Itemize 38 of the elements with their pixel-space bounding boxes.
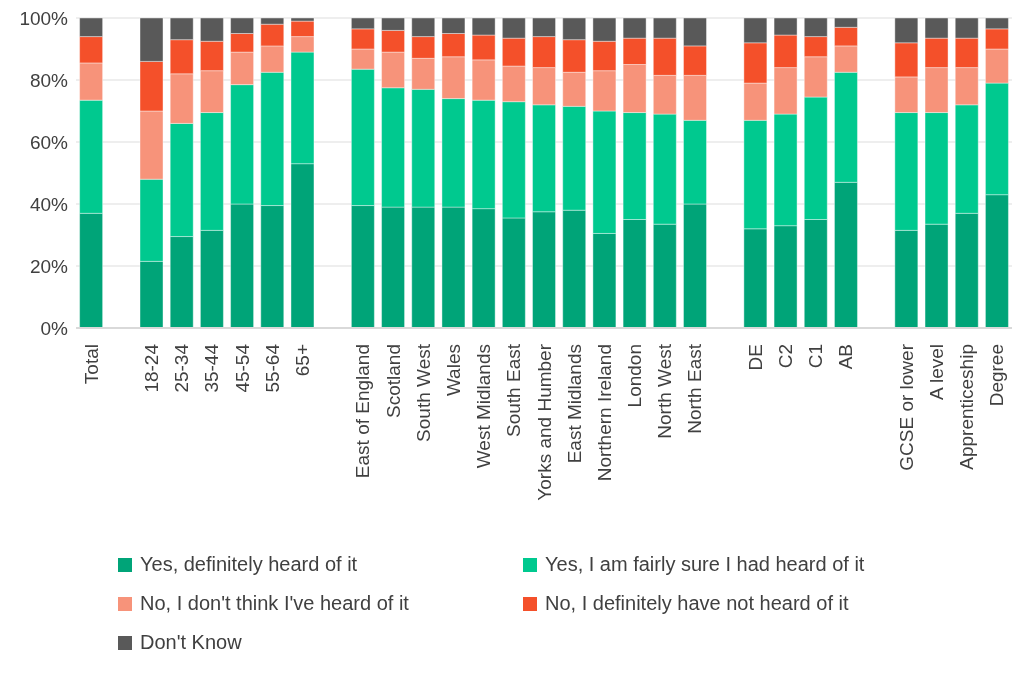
x-tick-label: East of England [352,344,374,479]
x-tick-label: C1 [805,344,827,369]
x-tick-label: DE [744,344,766,371]
x-tick-label: Northern Ireland [593,344,615,482]
x-tick-label: East Midlands [563,344,585,464]
y-tick-label: 40% [29,193,69,215]
y-tick-label: 0% [40,317,69,339]
x-tick-label: 65+ [291,344,313,377]
x-tick-label: C2 [775,344,797,369]
x-tick-label: 55-64 [261,343,283,393]
x-tick-label: North East [684,343,706,434]
x-tick-label: West Midlands [473,344,495,469]
x-tick-label: South West [412,343,434,442]
x-tick-label: Yorks and Humber [533,343,555,501]
x-tick-label: A level [926,344,948,400]
legend-label: No, I don't think I've heard of it [140,592,409,615]
x-tick-label: South East [503,343,525,437]
legend-label: No, I definitely have not heard of it [545,592,849,615]
x-tick-label: Scotland [382,344,404,418]
x-tick-label: London [624,344,646,408]
x-tick-label: North West [654,343,676,439]
x-tick-label: Total [80,344,102,385]
x-tick-label: 18-24 [140,343,162,393]
x-tick-label: 45-54 [231,343,253,393]
legend-label: Yes, definitely heard of it [140,553,358,576]
x-tick-label: 25-34 [171,343,193,393]
y-tick-label: 20% [29,255,69,277]
x-tick-label: 35-44 [201,343,223,393]
x-tick-label: Degree [986,344,1008,407]
x-tick-label: AB [835,344,857,370]
legend-label: Don't Know [140,631,242,654]
legend-label: Yes, I am fairly sure I had heard of it [545,553,865,576]
x-tick-label: Apprenticeship [956,344,978,470]
y-tick-label: 60% [29,131,69,153]
x-tick-label: Wales [442,344,464,397]
x-tick-label: GCSE or lower [895,343,917,471]
y-tick-label: 80% [29,69,69,91]
y-tick-label: 100% [19,7,69,29]
